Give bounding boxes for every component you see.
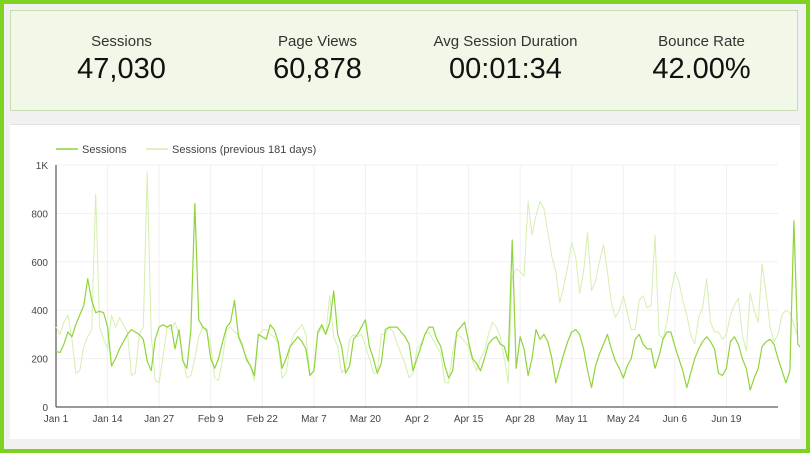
kpi-avg-session-duration[interactable]: Avg Session Duration 00:01:34 xyxy=(407,11,604,110)
kpi-sessions[interactable]: Sessions 47,030 xyxy=(23,11,220,110)
kpi-page-views[interactable]: Page Views 60,878 xyxy=(219,11,416,110)
chart-grid xyxy=(56,164,778,407)
y-tick-label: 800 xyxy=(31,209,48,220)
chart-series xyxy=(55,171,810,391)
y-tick-label: 200 xyxy=(31,355,48,366)
y-tick-label: 400 xyxy=(31,306,48,317)
kpi-label: Bounce Rate xyxy=(658,33,745,50)
x-tick-label: Apr 28 xyxy=(505,414,535,425)
x-tick-label: Jan 1 xyxy=(44,414,69,425)
chart-legend: Sessions Sessions (previous 181 days) xyxy=(56,144,316,156)
kpi-label: Avg Session Duration xyxy=(433,33,578,50)
kpi-bounce-rate[interactable]: Bounce Rate 42.00% xyxy=(603,11,800,110)
legend-label-previous[interactable]: Sessions (previous 181 days) xyxy=(172,144,316,156)
series-line-previous xyxy=(55,171,799,384)
x-tick-label: Jun 6 xyxy=(663,414,688,425)
kpi-value: 42.00% xyxy=(652,53,751,85)
kpi-label: Sessions xyxy=(91,33,152,50)
x-tick-label: Mar 7 xyxy=(301,414,327,425)
x-tick-label: Feb 22 xyxy=(247,414,279,425)
y-tick-label: 600 xyxy=(31,258,48,269)
chart-axes: 0 200 400 600 800 1K Jan 1 Jan 14 Jan 27 Feb 9 Feb… xyxy=(31,161,778,425)
x-tick-label: Jun 19 xyxy=(711,414,741,425)
x-tick-label: Jan 27 xyxy=(144,414,174,425)
kpi-value: 60,878 xyxy=(273,53,362,85)
y-tick-label: 0 xyxy=(42,403,48,414)
legend-label-sessions[interactable]: Sessions xyxy=(82,144,127,156)
x-tick-label: Feb 9 xyxy=(198,414,224,425)
x-tick-label: Mar 20 xyxy=(350,414,382,425)
kpi-value: 00:01:34 xyxy=(449,53,562,85)
kpi-scorecard-panel: Sessions 47,030 Page Views 60,878 Avg Se… xyxy=(10,10,798,111)
series-line-sessions xyxy=(55,203,810,391)
x-tick-label: Apr 2 xyxy=(405,414,429,425)
x-tick-label: May 11 xyxy=(556,414,588,425)
x-tick-label: Apr 15 xyxy=(454,414,484,425)
x-tick-label: Jan 14 xyxy=(93,414,123,425)
x-tick-label: May 24 xyxy=(607,414,640,425)
kpi-value: 47,030 xyxy=(77,53,166,85)
kpi-label: Page Views xyxy=(278,33,357,50)
y-tick-label: 1K xyxy=(36,161,49,172)
sessions-chart-panel: 0 200 400 600 800 1K Jan 1 Jan 14 Jan 27 Feb 9 Feb… xyxy=(10,124,810,439)
sessions-line-chart[interactable]: 0 200 400 600 800 1K Jan 1 Jan 14 Jan 27 Feb 9 Feb… xyxy=(10,125,810,439)
